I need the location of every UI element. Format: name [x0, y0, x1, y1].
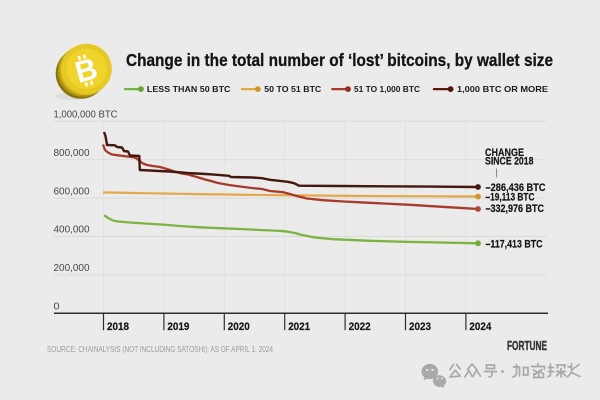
svg-text:2024: 2024	[469, 321, 491, 333]
svg-text:1,000 BTC OR MORE: 1,000 BTC OR MORE	[457, 84, 548, 94]
svg-text:SINCE 2018: SINCE 2018	[485, 156, 534, 168]
svg-text:51 TO 1,000 BTC: 51 TO 1,000 BTC	[354, 84, 420, 94]
svg-text:2021: 2021	[288, 321, 310, 333]
svg-text:2018: 2018	[107, 321, 129, 333]
svg-text:–332,976 BTC: –332,976 BTC	[486, 203, 545, 215]
svg-text:2022: 2022	[349, 321, 371, 333]
svg-text:LESS THAN 50 BTC: LESS THAN 50 BTC	[147, 84, 231, 94]
svg-text:–286,436 BTC: –286,436 BTC	[486, 182, 546, 194]
svg-text:Change in the total number of: Change in the total number of ‘lost’ bit…	[126, 50, 553, 70]
svg-text:600,000: 600,000	[54, 186, 90, 197]
svg-text:50 TO 51 BTC: 50 TO 51 BTC	[264, 84, 321, 94]
svg-text:FORTUNE: FORTUNE	[507, 338, 547, 353]
svg-text:2019: 2019	[167, 321, 189, 333]
svg-text:2023: 2023	[409, 321, 431, 333]
svg-text:1,000,000 BTC: 1,000,000 BTC	[54, 110, 118, 121]
svg-text:800,000: 800,000	[54, 148, 90, 159]
svg-text:400,000: 400,000	[54, 225, 90, 236]
svg-text:0: 0	[54, 302, 60, 313]
svg-text:SOURCE: CHAINALYSIS (NOT INCLU: SOURCE: CHAINALYSIS (NOT INCLUDING SATOS…	[47, 345, 274, 354]
svg-text:–117,413 BTC: –117,413 BTC	[486, 239, 543, 251]
svg-text:–19,113 BTC: –19,113 BTC	[486, 192, 535, 204]
svg-text:2020: 2020	[228, 321, 250, 333]
svg-text:200,000: 200,000	[54, 263, 90, 274]
svg-text:CHANGE: CHANGE	[485, 147, 524, 159]
